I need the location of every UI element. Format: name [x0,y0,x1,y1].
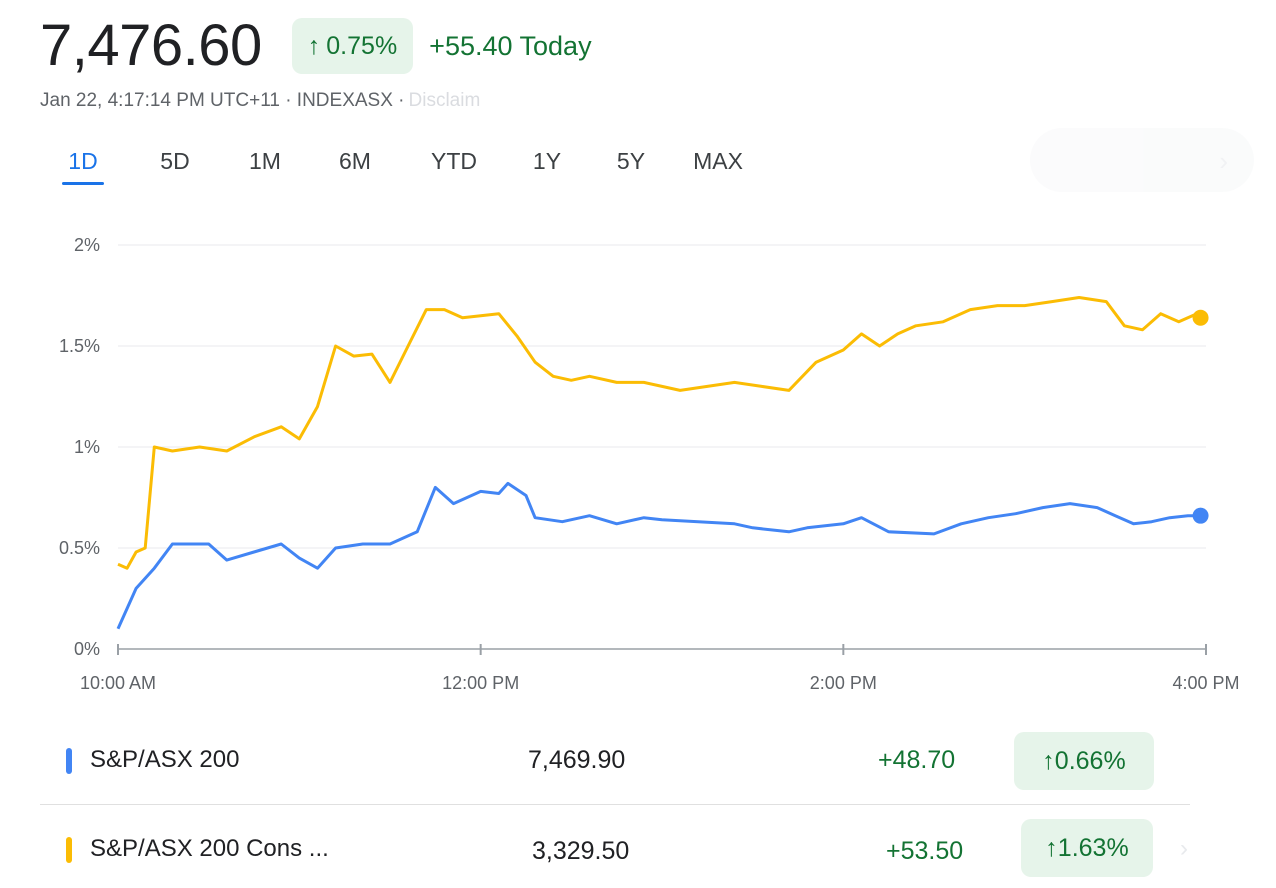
series-endpoint-1 [1192,507,1209,524]
chart-series [116,296,1209,630]
timestamp-line: Jan 22, 4:17:14 PM UTC+11 · INDEXASX · Di… [40,90,480,112]
range-tabs: 1D 5D 1M 6M YTD 1Y 5Y MAX [40,140,748,185]
x-tick-label: 2:00 PM [810,673,877,693]
row-change: +48.70 [878,746,956,774]
row-pct-badge: ↑ 1.63% [1021,819,1153,877]
disclaimer-link[interactable]: Disclaim [408,90,481,111]
series-swatch [66,837,72,863]
change-today: +55.40 Today [429,30,592,61]
price-chart: 0% 0.5% 1% 1.5% 2% 10:00 AM 12:00 PM 2:00 PM 4:… [59,235,1240,693]
arrow-up-icon: ↑ [1045,833,1058,862]
tab-5y[interactable]: 5Y [616,148,646,174]
y-tick-label: 0.5% [59,538,100,558]
chevron-right-icon[interactable]: › [1180,835,1188,862]
tab-max[interactable]: MAX [693,148,743,174]
x-tick-label: 12:00 PM [442,673,519,693]
tab-5d[interactable]: 5D [160,148,190,174]
x-axis: 10:00 AM 12:00 PM 2:00 PM 4:00 PM [80,644,1240,693]
series-endpoint-2 [1192,309,1209,326]
row-pct-badge: ↑ 0.66% [1014,732,1154,790]
list-item[interactable]: S&P/ASX 200 7,469.90 +48.70 ↑ 0.66% [40,722,1190,805]
series-line-1 [116,481,1201,630]
current-price: 7,476.60 [40,13,262,78]
tab-6m[interactable]: 6M [339,148,371,174]
change-percent: 0.75% [326,31,398,60]
x-tick-label: 4:00 PM [1172,673,1239,693]
compare-button[interactable]: › [1030,128,1254,192]
row-value: 7,469.90 [528,746,626,774]
comparison-list: S&P/ASX 200 7,469.90 +48.70 ↑ 0.66% S&P/A… [40,722,1190,887]
x-tick-label: 10:00 AM [80,673,156,693]
arrow-up-icon: ↑ [307,31,321,60]
series-swatch [66,748,72,774]
row-pct: 0.66% [1054,746,1126,775]
series-line-2 [117,296,1202,570]
y-tick-label: 1% [74,437,100,457]
row-pct: 1.63% [1057,833,1129,862]
change-percent-badge: ↑ 0.75% [291,18,414,74]
y-tick-label: 2% [74,235,100,255]
y-axis-labels: 0% 0.5% 1% 1.5% 2% [59,235,100,659]
row-name: S&P/ASX 200 [90,746,240,773]
tab-1m[interactable]: 1M [249,148,281,174]
arrow-up-icon: ↑ [1042,746,1055,775]
row-change: +53.50 [886,837,964,865]
row-name: S&P/ASX 200 Cons ... [90,835,329,862]
timestamp: Jan 22, 4:17:14 PM UTC+11 · INDEXASX · [40,90,405,111]
row-value: 3,329.50 [532,837,630,865]
list-item[interactable]: S&P/ASX 200 Cons ... 3,329.50 +53.50 ↑ 1.… [40,805,1190,887]
tab-1y[interactable]: 1Y [532,148,562,174]
tab-1d[interactable]: 1D [62,140,104,185]
chevron-right-icon: › [1219,146,1228,176]
y-tick-label: 0% [74,639,100,659]
tab-ytd[interactable]: YTD [431,148,477,174]
quote-header: 7,476.60 ↑ 0.75% +55.40 Today [40,14,592,78]
y-tick-label: 1.5% [59,336,100,356]
chart-grid [118,244,1206,549]
